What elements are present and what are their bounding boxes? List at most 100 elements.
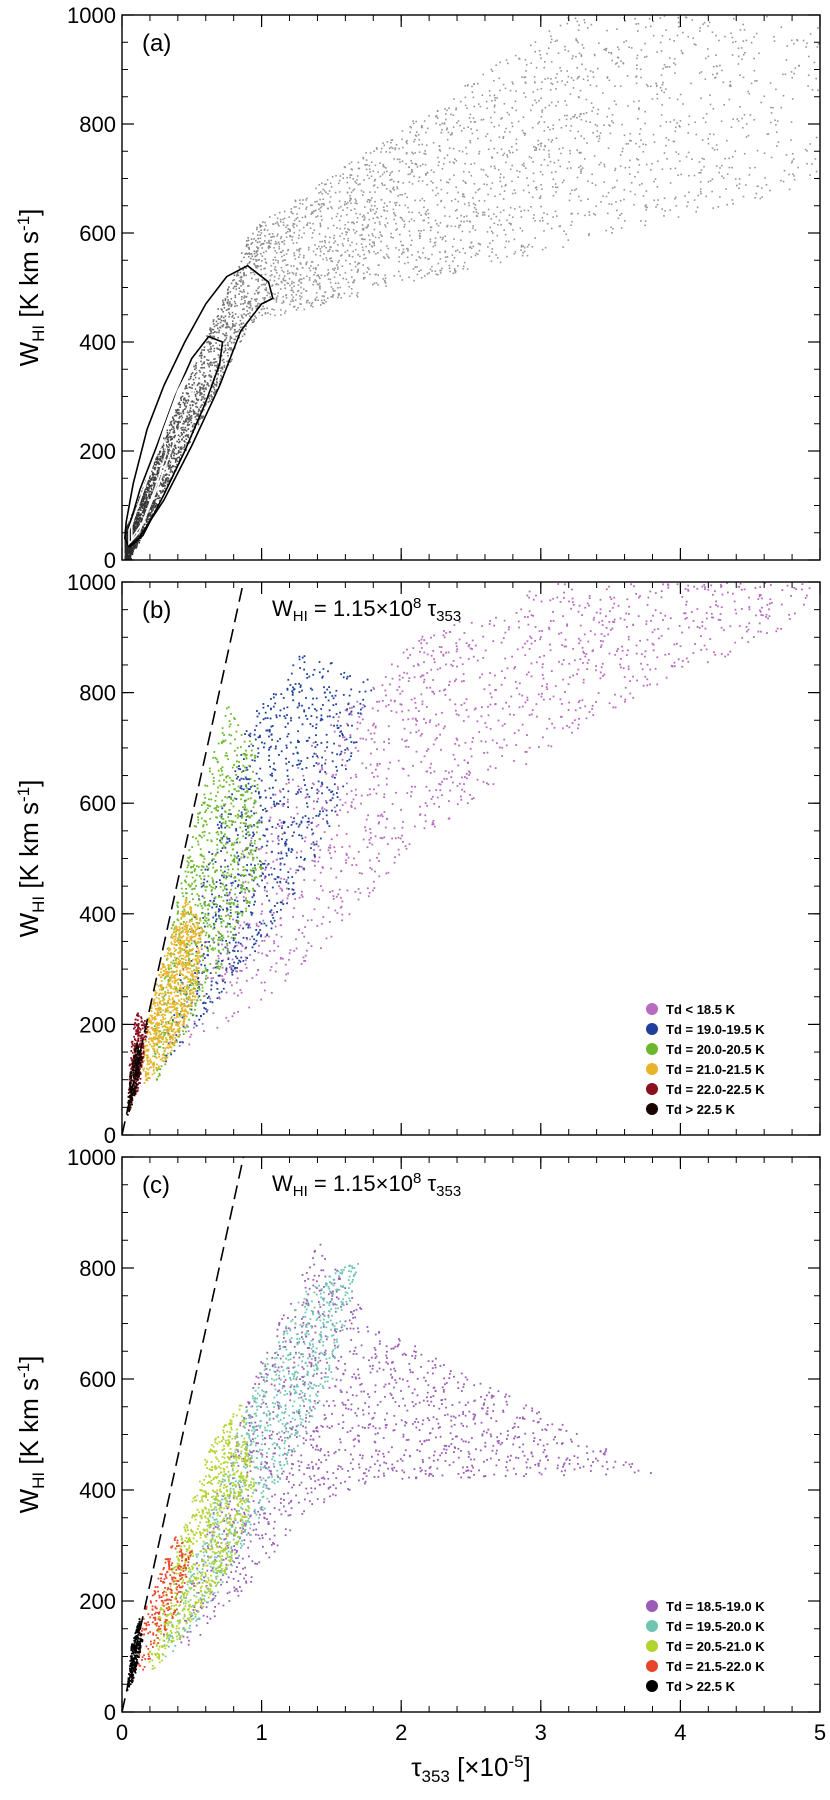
data-point xyxy=(161,457,163,459)
data-point xyxy=(166,477,168,479)
data-point xyxy=(585,98,588,101)
data-point xyxy=(455,108,457,111)
data-point xyxy=(381,173,384,176)
data-point xyxy=(246,263,249,265)
data-point xyxy=(273,275,276,278)
data-point xyxy=(740,47,743,49)
data-point xyxy=(534,99,536,102)
data-point xyxy=(806,42,808,45)
data-point xyxy=(687,201,689,203)
data-point xyxy=(284,279,287,282)
data-point xyxy=(436,117,439,119)
data-point xyxy=(753,119,755,121)
data-point xyxy=(296,267,298,270)
data-point xyxy=(134,544,137,547)
data-point xyxy=(172,431,175,434)
data-point xyxy=(124,547,127,549)
data-point xyxy=(414,266,416,268)
data-point xyxy=(345,259,347,262)
data-point xyxy=(130,546,133,549)
data-point xyxy=(422,163,424,166)
data-point xyxy=(344,272,347,274)
data-point xyxy=(739,74,741,76)
data-point xyxy=(402,244,404,247)
data-point xyxy=(399,275,401,277)
data-point xyxy=(534,41,537,43)
data-point xyxy=(363,257,365,260)
data-point xyxy=(559,225,561,227)
data-point xyxy=(422,252,424,254)
data-point xyxy=(575,39,578,42)
data-point xyxy=(306,197,308,200)
data-point xyxy=(368,251,371,254)
data-point xyxy=(205,403,207,405)
data-point xyxy=(289,230,291,233)
data-point xyxy=(603,181,605,183)
data-point xyxy=(341,265,344,267)
data-point xyxy=(242,282,244,284)
data-point xyxy=(784,73,787,76)
data-point xyxy=(308,267,311,269)
data-point xyxy=(699,27,701,29)
data-point xyxy=(353,279,356,281)
data-point xyxy=(213,388,216,391)
data-point xyxy=(598,42,600,44)
data-point xyxy=(524,59,527,61)
data-point xyxy=(190,419,192,421)
data-point xyxy=(134,533,137,536)
data-point xyxy=(598,163,601,166)
data-point xyxy=(195,362,198,364)
data-point xyxy=(514,251,517,253)
data-point xyxy=(280,266,283,269)
data-point xyxy=(214,369,217,372)
data-point xyxy=(342,245,345,247)
data-point xyxy=(312,283,314,286)
data-point xyxy=(225,309,228,311)
data-point xyxy=(362,214,365,217)
data-point xyxy=(356,263,359,266)
data-point xyxy=(207,340,210,343)
data-point xyxy=(314,271,316,274)
data-point xyxy=(737,55,740,58)
data-point xyxy=(393,218,395,221)
data-point xyxy=(732,203,734,205)
data-point xyxy=(334,240,337,242)
data-point xyxy=(723,104,725,106)
data-point xyxy=(319,250,322,253)
data-point xyxy=(636,57,638,60)
data-point xyxy=(589,84,592,86)
data-point xyxy=(275,252,278,254)
data-point xyxy=(151,501,154,504)
data-point xyxy=(143,510,145,512)
data-point xyxy=(463,220,465,223)
data-point xyxy=(722,81,725,83)
data-point xyxy=(233,332,235,334)
data-point xyxy=(582,78,585,80)
data-point xyxy=(249,315,251,317)
data-point xyxy=(703,165,705,168)
data-point xyxy=(759,197,762,200)
data-point xyxy=(203,390,205,392)
data-point xyxy=(344,166,347,169)
data-point xyxy=(688,191,690,194)
data-point xyxy=(764,177,766,179)
data-point xyxy=(134,539,137,541)
data-point xyxy=(246,310,249,312)
data-point xyxy=(248,262,251,264)
data-point xyxy=(137,509,139,511)
data-point xyxy=(231,348,233,351)
data-point xyxy=(614,169,616,172)
data-point xyxy=(346,231,348,234)
data-point xyxy=(578,115,581,118)
data-point xyxy=(788,188,791,191)
data-point xyxy=(328,250,330,252)
data-point xyxy=(497,224,499,226)
data-point xyxy=(226,360,228,363)
data-point xyxy=(716,72,719,75)
data-point xyxy=(416,166,419,168)
data-point xyxy=(268,233,271,236)
data-point xyxy=(579,165,582,167)
data-point xyxy=(391,147,394,149)
data-point xyxy=(603,124,605,126)
data-point xyxy=(173,445,175,447)
